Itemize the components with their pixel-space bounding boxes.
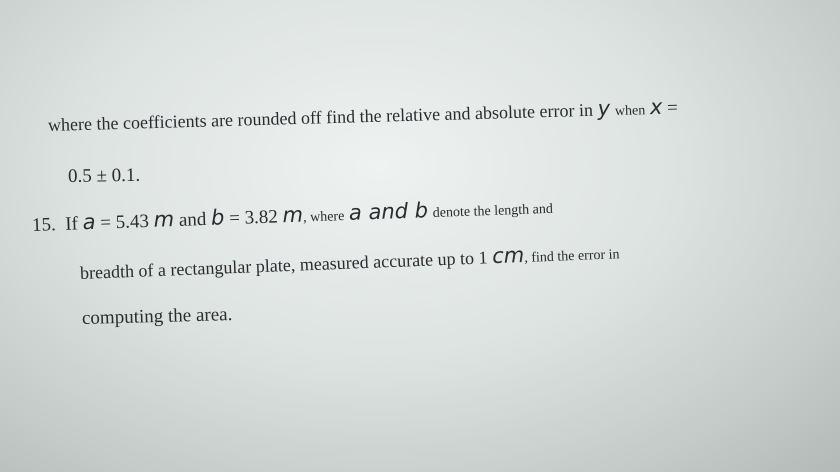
question-number: 15.: [31, 214, 57, 236]
text: , find the error in: [524, 247, 620, 266]
text: and: [178, 208, 207, 231]
text-line: breadth of a rectangular plate, measured…: [80, 239, 620, 285]
math-var: x: [649, 94, 663, 120]
text: computing the area.: [81, 304, 233, 329]
math-var: y: [597, 96, 611, 121]
text-line: 15. If a = 5.43 m and b = 3.82 m, where …: [32, 194, 554, 237]
text: when: [614, 103, 646, 120]
math-var: b: [210, 205, 225, 230]
text-line: 0.5 ± 0.1.: [68, 165, 141, 188]
text: denote the length and: [432, 201, 554, 222]
math: = 5.43: [99, 210, 150, 234]
text: breadth of a rectangular plate, measured…: [79, 247, 488, 283]
text: , where: [302, 209, 345, 226]
text-line: computing the area.: [82, 304, 233, 330]
text: =: [666, 97, 679, 119]
text-line: where the coefficients are rounded off f…: [48, 94, 678, 137]
text: 0.5 ± 0.1.: [67, 164, 141, 187]
math-unit: cm: [491, 242, 525, 269]
math-var: a: [82, 209, 96, 235]
math-unit: m: [153, 207, 175, 232]
text: If: [64, 213, 79, 235]
math-unit: m: [282, 202, 304, 228]
text: where the coefficients are rounded off f…: [47, 99, 594, 135]
math-var: a and b: [348, 198, 429, 225]
math: = 3.82: [228, 206, 279, 230]
